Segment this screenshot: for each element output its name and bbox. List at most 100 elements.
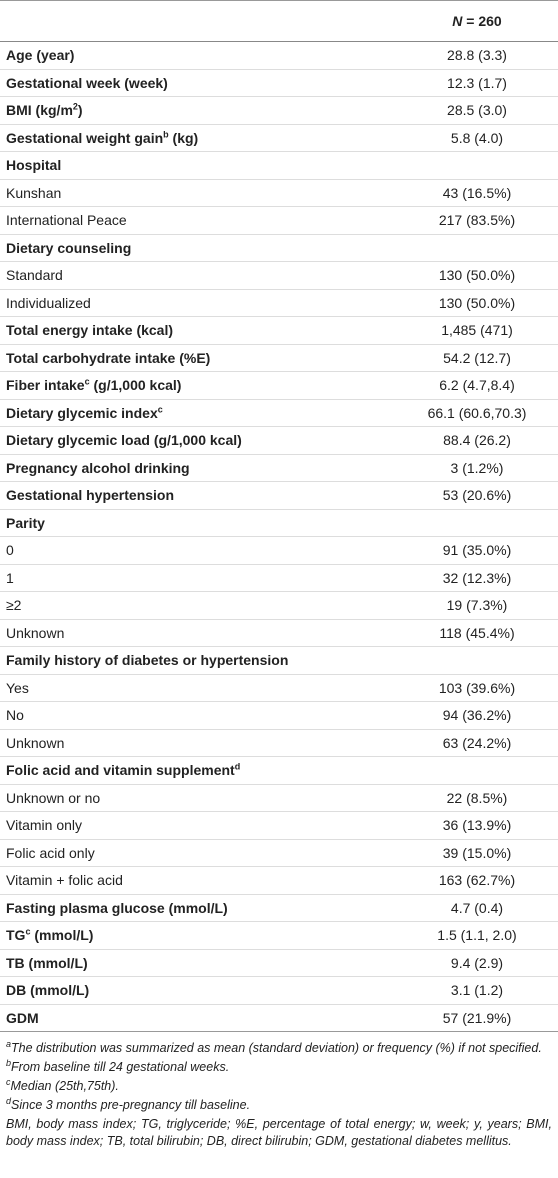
row-label-cell: Age (year) bbox=[0, 41, 396, 70]
footnote-mark: d bbox=[6, 1095, 12, 1106]
row-label: Unknown or no bbox=[6, 789, 101, 806]
row-label-cell: Gestational week (week) bbox=[0, 69, 396, 97]
footnote-text: From baseline till 24 gestational weeks. bbox=[11, 1060, 230, 1074]
footnote-text: BMI, body mass index; TG, triglyceride; … bbox=[6, 1117, 552, 1148]
row-label: Yes bbox=[6, 679, 29, 696]
value-cell: 103 (39.6%) bbox=[396, 674, 558, 702]
row: Fasting plasma glucose (mmol/L) 4.7 (0.4) bbox=[0, 894, 558, 922]
row-label-cell: ≥2 bbox=[0, 591, 396, 620]
row-value: 103 (39.6%) bbox=[438, 679, 516, 696]
row-label: Vitamin + folic acid bbox=[6, 872, 123, 889]
row-label-cell: Individualized bbox=[0, 289, 396, 317]
row: Total carbohydrate intake (%E) 54.2 (12.7… bbox=[0, 344, 558, 372]
row: Yes 103 (39.6%) bbox=[0, 674, 558, 702]
row-label: Total energy intake (kcal) bbox=[6, 322, 174, 339]
superscript: d bbox=[234, 761, 241, 772]
row-label-cell: 1 bbox=[0, 564, 396, 592]
superscript: 2 bbox=[72, 101, 78, 112]
value-cell bbox=[396, 509, 558, 537]
value-cell: 94 (36.2%) bbox=[396, 701, 558, 730]
row-label-cell: BMI (kg/m2) bbox=[0, 96, 396, 125]
row: Hospital bbox=[0, 151, 558, 180]
row-label-cell: Family history of diabetes or hypertensi… bbox=[0, 646, 396, 675]
row-value: 66.1 (60.6,70.3) bbox=[427, 404, 527, 421]
row-value: 1.5 (1.1, 2.0) bbox=[437, 927, 517, 944]
row-label-cell: Hospital bbox=[0, 151, 396, 180]
row: TB (mmol/L) 9.4 (2.9) bbox=[0, 949, 558, 977]
value-cell: 130 (50.0%) bbox=[396, 289, 558, 317]
table-body: N = 260 Age (year) 28.8 (3.3) Gestational … bbox=[0, 0, 558, 1032]
value-cell: 130 (50.0%) bbox=[396, 261, 558, 290]
value-cell: 57 (21.9%) bbox=[396, 1004, 558, 1032]
row-label-cell: DB (mmol/L) bbox=[0, 976, 396, 1005]
row: International Peace 217 (83.5%) bbox=[0, 206, 558, 235]
row-label: TG bbox=[6, 927, 26, 944]
n-symbol: N bbox=[452, 13, 463, 29]
row: Kunshan 43 (16.5%) bbox=[0, 179, 558, 207]
row-label: No bbox=[6, 707, 24, 724]
row-label: Vitamin only bbox=[6, 817, 83, 834]
row-label-cell: TGc (mmol/L) bbox=[0, 921, 396, 950]
footnote: bFrom baseline till 24 gestational weeks… bbox=[6, 1058, 552, 1076]
row-label-after: ) bbox=[77, 102, 83, 119]
row-value: 54.2 (12.7) bbox=[443, 349, 511, 366]
row-label-cell: Unknown or no bbox=[0, 784, 396, 812]
row-label: Dietary glycemic load (g/1,000 kcal) bbox=[6, 432, 242, 449]
row-label: DB (mmol/L) bbox=[6, 982, 90, 999]
n-text: = 260 bbox=[466, 13, 502, 29]
row-label-cell: Fasting plasma glucose (mmol/L) bbox=[0, 894, 396, 922]
value-cell: 1.5 (1.1, 2.0) bbox=[396, 921, 558, 950]
row-value: 9.4 (2.9) bbox=[450, 954, 504, 971]
row: Parity bbox=[0, 509, 558, 537]
row-value: 53 (20.6%) bbox=[442, 487, 512, 504]
row: ≥2 19 (7.3%) bbox=[0, 591, 558, 620]
row-value: 118 (45.4%) bbox=[439, 624, 515, 641]
footnote-text: Since 3 months pre-pregnancy till baseli… bbox=[11, 1098, 251, 1112]
row: Total energy intake (kcal) 1,485 (471) bbox=[0, 316, 558, 345]
row-label-cell: Unknown bbox=[0, 729, 396, 757]
row-value: 43 (16.5%) bbox=[442, 184, 512, 201]
row-label: International Peace bbox=[6, 212, 127, 229]
row-label-cell: International Peace bbox=[0, 206, 396, 235]
row-label-cell: Unknown bbox=[0, 619, 396, 647]
row-value: 4.7 (0.4) bbox=[450, 899, 504, 916]
value-cell: 3.1 (1.2) bbox=[396, 976, 558, 1005]
footnotes: aThe distribution was summarized as mean… bbox=[0, 1032, 558, 1150]
row-label-cell: TB (mmol/L) bbox=[0, 949, 396, 977]
row-value: 3 (1.2%) bbox=[450, 459, 504, 476]
row: TGc (mmol/L) 1.5 (1.1, 2.0) bbox=[0, 921, 558, 950]
header-row: N = 260 bbox=[0, 0, 558, 42]
row-value: 3.1 (1.2) bbox=[450, 982, 504, 999]
row-value: 94 (36.2%) bbox=[442, 707, 512, 724]
row-label: TB (mmol/L) bbox=[6, 954, 88, 971]
footnote-text: Median (25th,75th). bbox=[10, 1079, 119, 1093]
value-cell: 88.4 (26.2) bbox=[396, 426, 558, 455]
row-label-cell: Gestational hypertension bbox=[0, 481, 396, 510]
value-cell: 32 (12.3%) bbox=[396, 564, 558, 592]
row-value: 130 (50.0%) bbox=[438, 294, 516, 311]
row-label-cell: Standard bbox=[0, 261, 396, 290]
row-label-cell: Folic acid and vitamin supplementd bbox=[0, 756, 396, 785]
row-label-cell: Dietary glycemic indexc bbox=[0, 399, 396, 427]
row-value: 22 (8.5%) bbox=[446, 789, 508, 806]
row-label-cell: Dietary glycemic load (g/1,000 kcal) bbox=[0, 426, 396, 455]
row-label-cell: Yes bbox=[0, 674, 396, 702]
row-label-cell: 0 bbox=[0, 536, 396, 565]
row: Individualized 130 (50.0%) bbox=[0, 289, 558, 317]
row-label-cell: No bbox=[0, 701, 396, 730]
row-label: ≥2 bbox=[6, 597, 22, 614]
value-cell: 6.2 (4.7,8.4) bbox=[396, 371, 558, 400]
row-value: 57 (21.9%) bbox=[442, 1009, 512, 1026]
row: 1 32 (12.3%) bbox=[0, 564, 558, 592]
row-label-after: (g/1,000 kcal) bbox=[89, 377, 182, 394]
row: Family history of diabetes or hypertensi… bbox=[0, 646, 558, 675]
row: GDM 57 (21.9%) bbox=[0, 1004, 558, 1032]
value-cell: 91 (35.0%) bbox=[396, 536, 558, 565]
value-cell: 22 (8.5%) bbox=[396, 784, 558, 812]
row-value: 19 (7.3%) bbox=[446, 597, 508, 614]
row-label: GDM bbox=[6, 1009, 39, 1026]
row-label-cell: Total carbohydrate intake (%E) bbox=[0, 344, 396, 372]
row: Unknown or no 22 (8.5%) bbox=[0, 784, 558, 812]
value-cell: 28.5 (3.0) bbox=[396, 96, 558, 125]
value-cell: 3 (1.2%) bbox=[396, 454, 558, 482]
